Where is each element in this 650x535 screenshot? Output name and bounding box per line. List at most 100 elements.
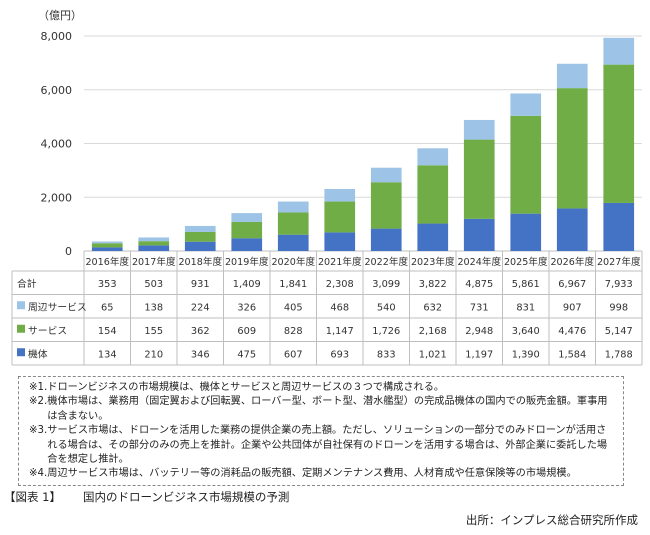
note-text: サービス市場は、ドローンを活用した業務の提供企業の売上額。ただし、ソリューション…: [47, 425, 608, 466]
notes-box: ※1. ドローンビジネスの市場規模は、機体とサービスと周辺サービスの３つで構成され…: [18, 376, 624, 486]
figure-label: 【図表 1】: [4, 490, 61, 504]
legend-swatch: [17, 348, 25, 357]
bar-segment: [324, 201, 356, 233]
y-tick-label: 8,000: [41, 30, 73, 43]
y-tick-label: 2,000: [41, 191, 73, 204]
bar-segment: [417, 148, 449, 166]
table-cell: 2,948: [465, 326, 493, 337]
table-cell: 833: [377, 349, 396, 360]
bar-segment: [417, 165, 449, 224]
x-tick-label: 2016年度: [85, 256, 129, 268]
table-cell: 1,197: [465, 349, 493, 360]
figure-title: 国内のドローンビジネス市場規模の予測: [82, 490, 290, 504]
table-cell: 138: [144, 302, 163, 313]
table-cell: 65: [101, 302, 113, 313]
note-1: ※1. ドローンビジネスの市場規模は、機体とサービスと周辺サービスの３つで構成され…: [29, 381, 615, 395]
table-cell: 503: [144, 279, 163, 290]
bar-segment: [324, 188, 356, 202]
x-tick-label: 2024年度: [457, 256, 501, 268]
table-cell: 1,390: [512, 349, 540, 360]
table-cell: 4,875: [465, 279, 493, 290]
note-mark: ※2.: [29, 396, 48, 408]
bar-segment: [417, 223, 449, 251]
bar-segment: [463, 139, 495, 219]
bar-segment: [370, 182, 402, 229]
table-cell: 540: [377, 302, 396, 313]
table-cell: 326: [237, 302, 256, 313]
table-cell: 831: [516, 302, 535, 313]
table-cell: 405: [284, 302, 303, 313]
table-cell: 7,933: [605, 279, 633, 290]
note-2: ※2. 機体市場は、業務用（固定翼および回転翼、ローバー型、ボート型、潜水艦型）の…: [29, 395, 615, 424]
table-cell: 828: [284, 326, 303, 337]
figure-caption: 【図表 1】 国内のドローンビジネス市場規模の予測: [4, 489, 289, 505]
table-cell: 1,584: [558, 349, 586, 360]
note-text: 機体市場は、業務用（固定翼および回転翼、ローバー型、ボート型、潜水艦型）の完成品…: [47, 396, 608, 422]
bar-segment: [91, 243, 123, 248]
table-cell: 632: [423, 302, 442, 313]
bar-segment: [277, 201, 309, 213]
bar-segment: [556, 208, 588, 251]
bar-segment: [277, 212, 309, 235]
table-cell: 224: [191, 302, 210, 313]
bar-segment: [510, 115, 542, 214]
note-text: ドローンビジネスの市場規模は、機体とサービスと周辺サービスの３つで構成される。: [47, 382, 445, 393]
table-cell: 607: [284, 349, 303, 360]
bar-segment: [184, 241, 216, 251]
x-tick-label: 2025年度: [504, 256, 548, 268]
bar-segment: [463, 119, 495, 140]
bar-segment: [91, 241, 123, 244]
table-row-label: 合計: [17, 277, 37, 290]
table-cell: 1,726: [372, 326, 400, 337]
stacked-bars: [91, 37, 635, 251]
table-row-label: 機体: [28, 347, 48, 360]
table-cell: 907: [563, 302, 582, 313]
x-tick-label: 2021年度: [318, 256, 362, 268]
note-4: ※4. 周辺サービス市場は、バッテリー等の消耗品の販売額、定期メンテナンス費用、人…: [29, 467, 615, 481]
bar-segment: [138, 241, 170, 246]
table-cell: 346: [191, 349, 210, 360]
x-tick-label: 2018年度: [178, 256, 222, 268]
bar-segment: [510, 213, 542, 251]
bar-segment: [231, 238, 263, 251]
bar-segment: [370, 167, 402, 183]
table-cell: 1,841: [279, 279, 307, 290]
x-tick-label: 2022年度: [364, 256, 408, 268]
bar-segment: [556, 63, 588, 89]
y-tick-label: 6,000: [41, 84, 73, 97]
x-tick-label: 2017年度: [132, 256, 176, 268]
x-tick-label: 2026年度: [550, 256, 594, 268]
table-cell: 475: [237, 349, 256, 360]
bar-segment: [324, 232, 356, 251]
table-row-label: 周辺サービス: [28, 301, 87, 313]
bar-segment: [556, 88, 588, 209]
bar-segment: [184, 225, 216, 232]
bar-segment: [510, 93, 542, 116]
bar-segment: [231, 213, 263, 222]
table-cell: 2,308: [326, 279, 354, 290]
table-cell: 1,021: [419, 349, 447, 360]
table-cell: 609: [237, 326, 256, 337]
bar-segment: [277, 234, 309, 251]
bar-segment: [138, 245, 170, 251]
bar-segment: [184, 231, 216, 242]
bar-segment: [603, 37, 635, 65]
table-cell: 1,788: [605, 349, 633, 360]
x-tick-label: 2020年度: [271, 256, 315, 268]
x-tick-label: 2019年度: [225, 256, 269, 268]
table-cell: 3,640: [512, 326, 540, 337]
bar-segment: [603, 64, 635, 203]
note-mark: ※1.: [29, 382, 48, 393]
bar-segment: [231, 221, 263, 239]
bar-segment: [138, 237, 170, 242]
table-row-label: サービス: [28, 325, 67, 337]
y-tick-labels: 0 2,000 4,000 6,000 8,000: [41, 30, 73, 258]
note-mark: ※3.: [29, 425, 48, 437]
y-tick-label: 0: [65, 245, 72, 258]
x-tick-label: 2023年度: [411, 256, 455, 268]
bar-segment: [463, 218, 495, 251]
note-3: ※3. サービス市場は、ドローンを活用した業務の提供企業の売上額。ただし、ソリュー…: [29, 424, 615, 467]
y-tick-label: 4,000: [41, 138, 73, 151]
table-cell: 2,168: [419, 326, 447, 337]
